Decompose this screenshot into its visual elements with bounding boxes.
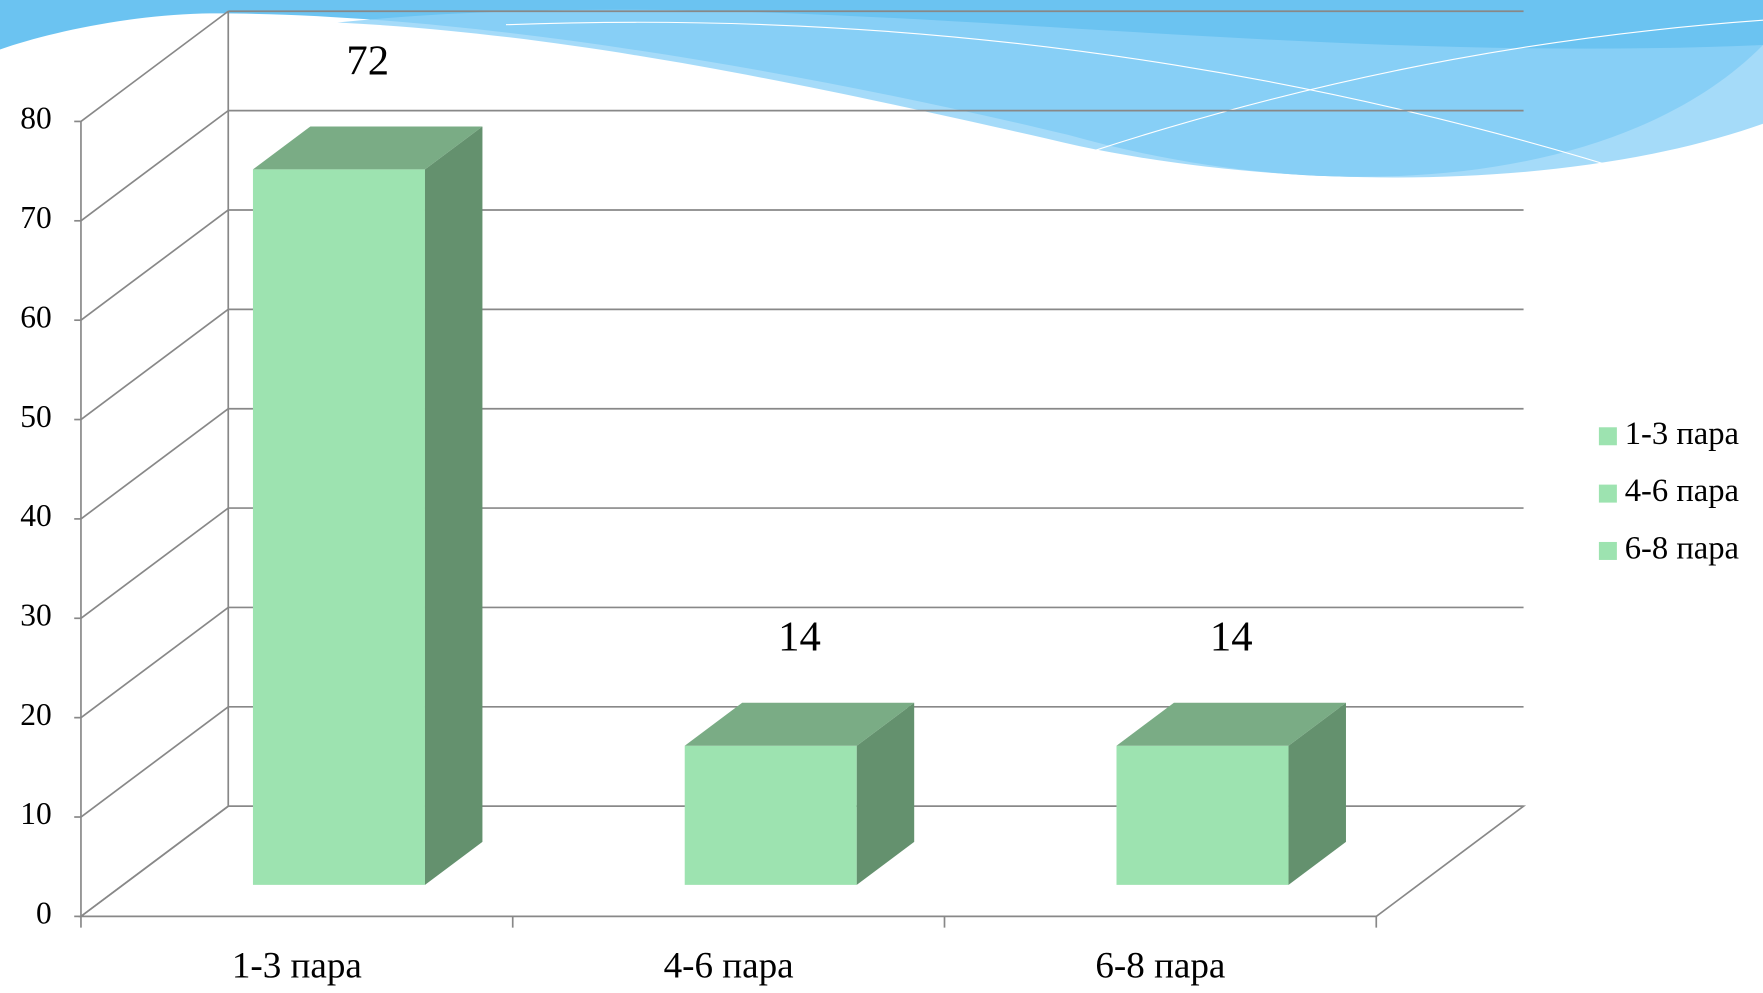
bar-front (1116, 745, 1289, 885)
legend-label: 6-8 пара (1625, 530, 1740, 566)
legend-swatch (1598, 427, 1617, 446)
y-tick-label: 70 (20, 200, 51, 235)
legend-label: 4-6 пара (1625, 473, 1740, 509)
grid-line (80, 606, 229, 719)
bar-top (684, 702, 915, 746)
x-tick-label: 4-6 пара (664, 946, 794, 987)
bar-front (252, 169, 425, 885)
grid-line (80, 308, 229, 421)
grid-line (80, 805, 229, 918)
bar-side (1288, 702, 1346, 885)
y-tick-label: 40 (20, 498, 51, 533)
grid-line (80, 209, 229, 321)
y-tick-label: 50 (20, 399, 51, 434)
y-tick-label: 0 (36, 896, 52, 931)
bar-side (424, 126, 483, 885)
grid-line (80, 706, 229, 818)
y-tick-label: 30 (20, 597, 51, 632)
y-tick-label: 60 (20, 299, 51, 334)
y-tick-label: 80 (20, 101, 51, 136)
value-label: 14 (778, 614, 821, 661)
x-tick-label: 1-3 пара (232, 946, 362, 987)
legend-label: 1-3 пара (1625, 416, 1740, 452)
grid-line (80, 10, 229, 123)
bar-side (856, 702, 915, 885)
legend-swatch (1598, 484, 1617, 503)
background-wave (0, 0, 1763, 178)
y-tick-label: 20 (20, 697, 51, 732)
grid-line (80, 507, 229, 619)
grid-line (80, 408, 229, 520)
value-label: 72 (346, 37, 389, 84)
bar-top (252, 126, 483, 170)
bar-front (684, 745, 857, 885)
y-tick-label: 10 (20, 796, 51, 831)
value-label: 14 (1210, 614, 1253, 661)
bar-top (1116, 702, 1346, 746)
grid-line (80, 109, 229, 222)
legend-swatch (1598, 541, 1617, 560)
x-tick-label: 6-8 пара (1095, 946, 1225, 987)
